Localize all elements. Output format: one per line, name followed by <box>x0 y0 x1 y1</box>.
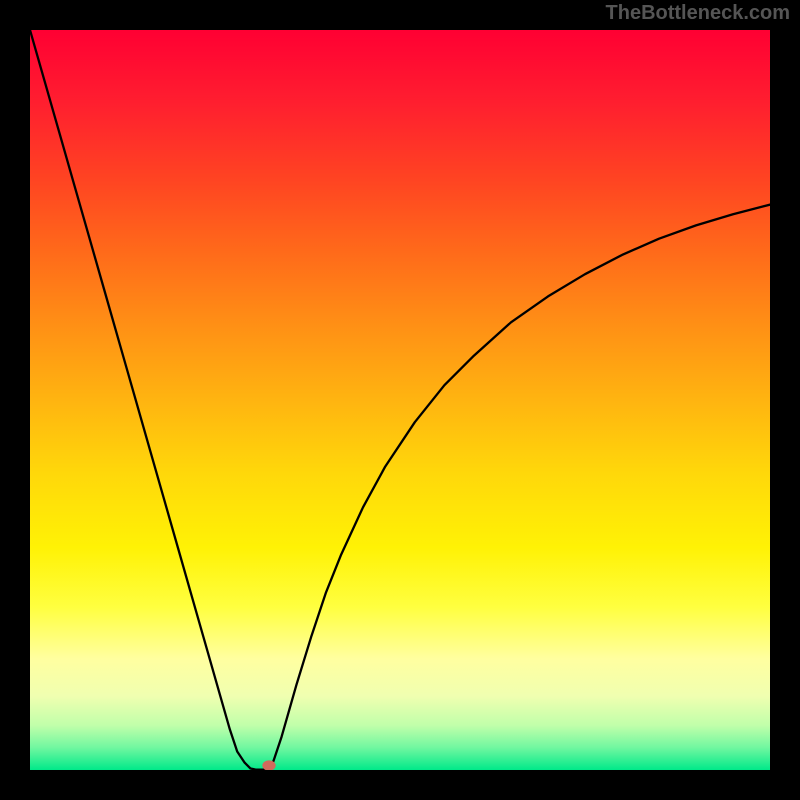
plot-svg <box>30 30 770 770</box>
gradient-background <box>30 30 770 770</box>
chart-container: TheBottleneck.com <box>0 0 800 800</box>
plot-area <box>30 30 770 770</box>
watermark-text: TheBottleneck.com <box>606 2 790 25</box>
